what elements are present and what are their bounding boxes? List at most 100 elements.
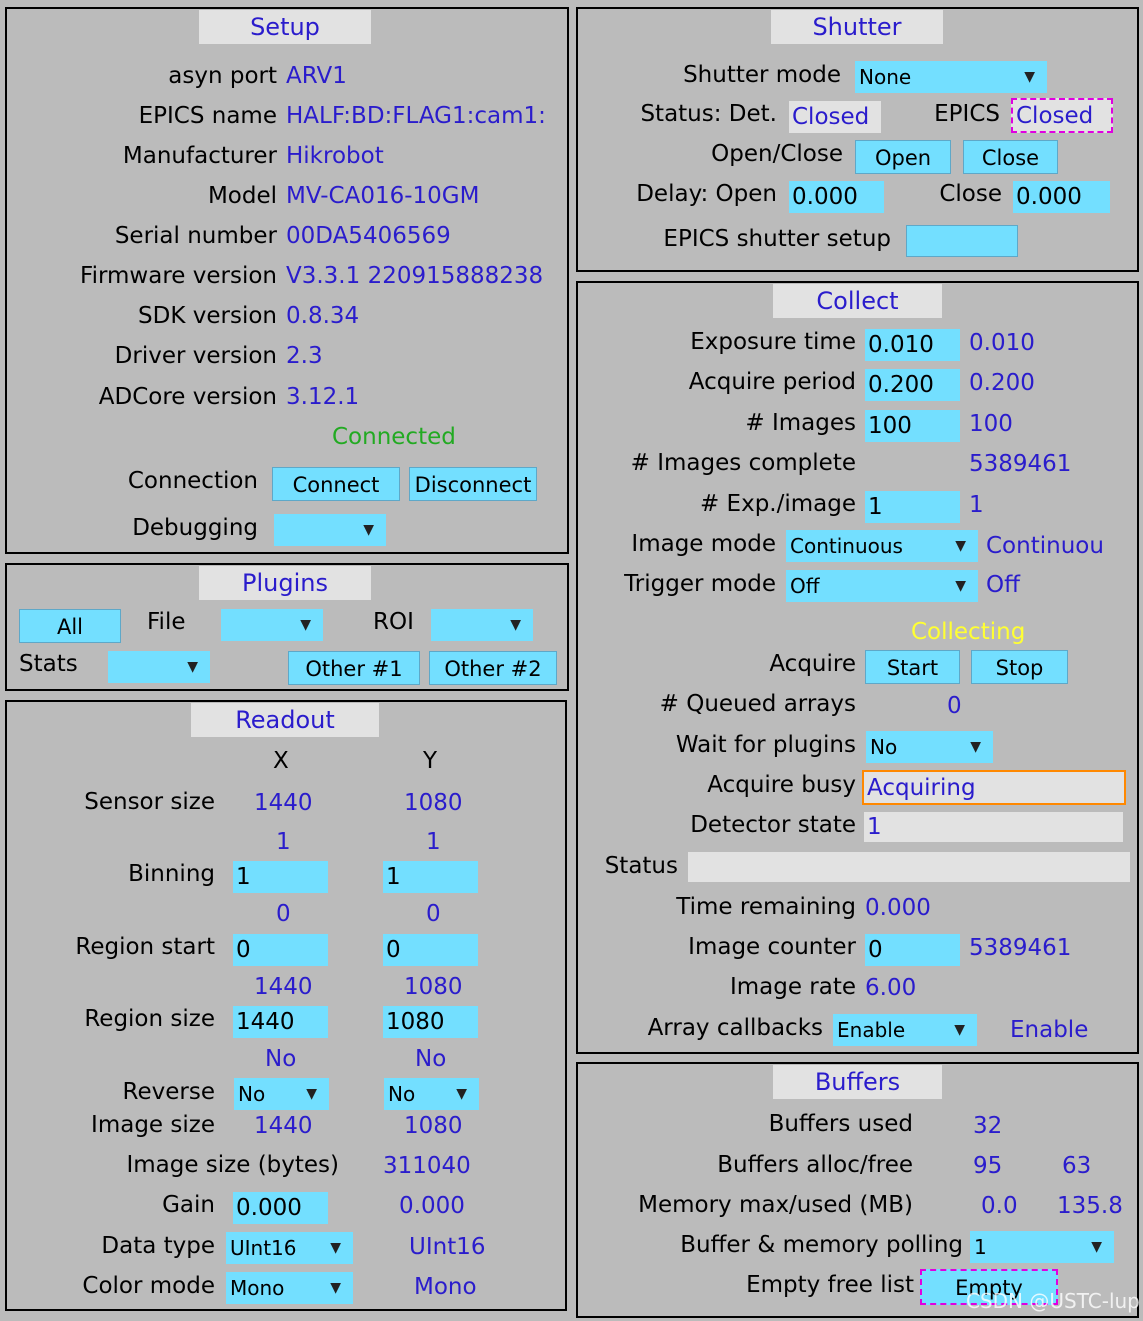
all-plugins-button[interactable]: All — [19, 609, 121, 643]
color-mode-menu[interactable]: Mono ▼ — [226, 1272, 353, 1304]
image-counter-input[interactable]: 0 — [865, 934, 960, 966]
wait-plugins-menu[interactable]: No ▼ — [866, 731, 993, 763]
chevron-down-icon: ▼ — [955, 578, 966, 594]
image-size-x: 1440 — [254, 1113, 313, 1139]
delay-close-label: Close — [939, 181, 1002, 207]
epics-shutter-status: Closed — [1011, 98, 1113, 133]
color-mode-readback: Mono — [414, 1274, 477, 1300]
epics-name-value: HALF:BD:FLAG1:cam1: — [286, 103, 546, 129]
polling-label: Buffer & memory polling — [680, 1232, 963, 1258]
acquire-stop-button[interactable]: Stop — [971, 650, 1068, 684]
open-close-label: Open/Close — [711, 141, 843, 167]
acquire-period-readback: 0.200 — [969, 370, 1035, 396]
other2-button[interactable]: Other #2 — [429, 651, 557, 685]
roi-plugins-menu[interactable]: ▼ — [431, 609, 533, 641]
binning-x-input[interactable]: 1 — [233, 861, 328, 893]
roi-label: ROI — [373, 609, 414, 635]
data-type-menu[interactable]: UInt16 ▼ — [226, 1232, 353, 1264]
sdk-label: SDK version — [138, 303, 277, 329]
buffers-alloc-label: Buffers alloc/free — [717, 1152, 913, 1178]
image-mode-menu[interactable]: Continuous ▼ — [786, 530, 978, 562]
wait-plugins-label: Wait for plugins — [675, 732, 856, 758]
region-start-x-input[interactable]: 0 — [233, 934, 328, 966]
other1-button[interactable]: Other #1 — [288, 651, 420, 685]
connect-button[interactable]: Connect — [272, 467, 400, 501]
trigger-mode-menu[interactable]: Off ▼ — [786, 570, 978, 602]
buffers-alloc-value: 95 — [973, 1153, 1003, 1179]
sensor-size-label: Sensor size — [84, 789, 215, 815]
data-type-readback: UInt16 — [409, 1234, 486, 1260]
shutter-panel — [576, 7, 1139, 272]
binning-y-input[interactable]: 1 — [383, 861, 478, 893]
reverse-x-readback: No — [265, 1046, 297, 1072]
chevron-down-icon: ▼ — [1091, 1239, 1102, 1255]
queued-arrays-value: 0 — [947, 693, 962, 719]
region-start-y-input[interactable]: 0 — [383, 934, 478, 966]
buffers-panel — [576, 1062, 1139, 1318]
disconnect-button[interactable]: Disconnect — [409, 467, 537, 501]
shutter-mode-value: None — [859, 65, 912, 89]
array-callbacks-menu[interactable]: Enable ▼ — [833, 1014, 977, 1046]
stats-label: Stats — [19, 651, 78, 677]
wait-plugins-value: No — [870, 735, 898, 759]
empty-free-list-button[interactable]: Empty — [920, 1269, 1058, 1305]
watermark: CSDN @USTC-lup — [966, 1289, 1140, 1313]
chevron-down-icon: ▼ — [1024, 69, 1035, 85]
polling-value: 1 — [974, 1235, 987, 1259]
color-mode-value: Mono — [230, 1276, 285, 1300]
image-mode-readback: Continuou — [986, 533, 1104, 559]
driver-value: 2.3 — [286, 343, 323, 369]
color-mode-label: Color mode — [82, 1273, 215, 1299]
shutter-open-button[interactable]: Open — [855, 140, 951, 174]
sdk-value: 0.8.34 — [286, 303, 360, 329]
detector-state-label: Detector state — [690, 812, 856, 838]
num-images-input[interactable]: 100 — [865, 410, 960, 442]
firmware-value: V3.3.1 220915888238 — [286, 263, 544, 289]
reverse-y-readback: No — [415, 1046, 447, 1072]
acquire-start-button[interactable]: Start — [865, 650, 960, 684]
debugging-menu[interactable]: ▼ — [274, 514, 386, 546]
epics-shutter-setup-button[interactable] — [906, 225, 1018, 257]
model-label: Model — [207, 183, 277, 209]
buffers-title: Buffers — [773, 1065, 942, 1099]
region-size-x-input[interactable]: 1440 — [233, 1006, 328, 1038]
image-size-y: 1080 — [404, 1113, 463, 1139]
detector-state-value: 1 — [864, 812, 1123, 842]
exposure-label: Exposure time — [690, 329, 856, 355]
image-mode-value: Continuous — [790, 534, 903, 558]
shutter-close-button[interactable]: Close — [963, 140, 1058, 174]
shutter-mode-menu[interactable]: None ▼ — [855, 61, 1047, 93]
exposure-input[interactable]: 0.010 — [865, 329, 960, 361]
chevron-down-icon: ▼ — [954, 1022, 965, 1038]
serial-label: Serial number — [114, 223, 277, 249]
region-start-x-readback: 0 — [276, 901, 291, 927]
delay-open-input[interactable]: 0.000 — [789, 181, 884, 213]
stats-plugins-menu[interactable]: ▼ — [108, 651, 210, 683]
region-size-y-input[interactable]: 1080 — [383, 1006, 478, 1038]
status-label: Status — [604, 853, 678, 879]
readout-panel — [5, 700, 567, 1311]
connection-label: Connection — [127, 468, 258, 494]
memory-used-value: 135.8 — [1057, 1193, 1123, 1219]
acquire-state: Collecting — [911, 619, 1026, 645]
binning-label: Binning — [128, 861, 215, 887]
time-remaining-value: 0.000 — [865, 895, 931, 921]
model-value: MV-CA016-10GM — [286, 183, 480, 209]
plugins-panel — [5, 563, 569, 691]
exp-per-image-input[interactable]: 1 — [865, 491, 960, 523]
delay-close-input[interactable]: 0.000 — [1013, 181, 1110, 213]
trigger-mode-readback: Off — [986, 572, 1020, 598]
array-callbacks-value: Enable — [837, 1018, 906, 1042]
asyn-port-label: asyn port — [168, 63, 277, 89]
reverse-x-menu[interactable]: No ▼ — [234, 1078, 329, 1110]
memory-label: Memory max/used (MB) — [638, 1192, 913, 1218]
polling-menu[interactable]: 1 ▼ — [970, 1231, 1114, 1263]
gain-input[interactable]: 0.000 — [233, 1192, 328, 1224]
reverse-y-menu[interactable]: No ▼ — [384, 1078, 479, 1110]
file-plugins-menu[interactable]: ▼ — [221, 609, 323, 641]
acquire-period-input[interactable]: 0.200 — [865, 369, 960, 401]
acquire-label: Acquire — [769, 651, 856, 677]
reverse-y-value: No — [388, 1082, 416, 1106]
x-header: X — [273, 748, 289, 774]
chevron-down-icon: ▼ — [510, 617, 521, 633]
